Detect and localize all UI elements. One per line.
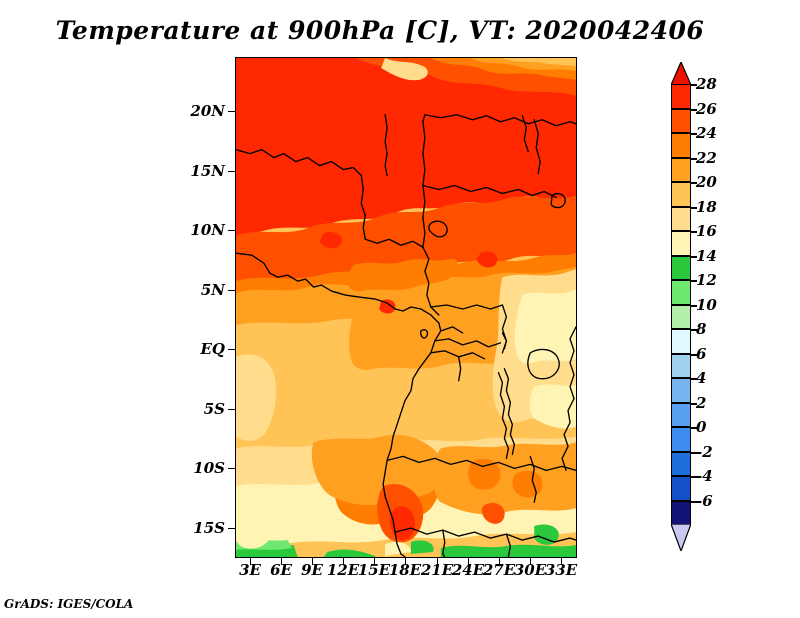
x-axis-label-18e: 18E xyxy=(388,561,422,579)
colorbar-band xyxy=(671,84,691,109)
x-axis-label-6e: 6E xyxy=(270,561,292,579)
colorbar-tick xyxy=(691,427,697,429)
x-tick xyxy=(343,558,344,565)
x-tick xyxy=(530,558,531,565)
colorbar-tick xyxy=(691,353,697,356)
x-axis-label-27e: 27E xyxy=(482,561,516,579)
colorbar xyxy=(671,84,691,525)
y-tick xyxy=(228,528,235,529)
colorbar-band xyxy=(671,378,691,403)
colorbar-tick-label: 10 xyxy=(696,295,717,314)
colorbar-band xyxy=(671,133,691,158)
x-axis-label-30e: 30E xyxy=(513,561,547,579)
colorbar-tick-label: 4 xyxy=(696,369,707,387)
colorbar-band xyxy=(671,451,691,476)
y-tick xyxy=(228,409,235,410)
colorbar-tick-label: 14 xyxy=(696,246,717,265)
colorbar-tick xyxy=(691,108,697,111)
colorbar-tick xyxy=(691,402,697,405)
colorbar-over-arrow xyxy=(671,62,691,85)
x-tick xyxy=(281,558,282,565)
colorbar-tick-label: 2 xyxy=(696,393,707,412)
x-axis-label-12e: 12E xyxy=(326,561,360,579)
colorbar-tick-label: -4 xyxy=(696,467,713,485)
x-axis-label-3e: 3E xyxy=(239,561,261,579)
temperature-field-map xyxy=(236,58,576,557)
colorbar-tick xyxy=(691,182,697,184)
colorbar-tick xyxy=(691,231,697,233)
x-tick xyxy=(405,558,406,565)
colorbar-band xyxy=(671,206,691,231)
y-axis-label-10s: 10S xyxy=(193,459,225,477)
colorbar-tick-label: -6 xyxy=(696,491,713,510)
colorbar-tick-label: 28 xyxy=(696,75,717,93)
colorbar-band xyxy=(671,402,691,427)
y-axis-label-10n: 10N xyxy=(190,221,225,239)
colorbar-tick xyxy=(691,206,697,209)
x-axis-label-21e: 21E xyxy=(420,561,454,579)
x-tick xyxy=(312,558,313,565)
colorbar-tick xyxy=(691,157,697,160)
colorbar-tick xyxy=(691,133,697,135)
colorbar-tick-label: 26 xyxy=(696,99,717,118)
colorbar-tick xyxy=(691,84,697,86)
colorbar-tick xyxy=(691,500,697,503)
colorbar-tick xyxy=(691,378,697,380)
y-axis-label-15s: 15S xyxy=(193,519,225,537)
x-tick xyxy=(374,558,375,565)
x-tick xyxy=(468,558,469,565)
colorbar-tick-label: 22 xyxy=(696,148,717,167)
colorbar-band xyxy=(671,182,691,207)
colorbar-tick-label: 6 xyxy=(696,344,707,363)
y-axis-label-5n: 5N xyxy=(200,281,225,299)
x-axis-label-24e: 24E xyxy=(451,561,485,579)
y-axis-label-eq: EQ xyxy=(200,340,226,358)
x-axis-label-9e: 9E xyxy=(301,561,323,579)
colorbar-band xyxy=(671,255,691,280)
map-plot-area xyxy=(235,57,577,558)
colorbar-band xyxy=(671,500,691,525)
y-tick xyxy=(228,171,235,172)
colorbar-band xyxy=(671,304,691,329)
colorbar-band xyxy=(671,231,691,256)
colorbar-tick-label: -2 xyxy=(696,442,713,461)
colorbar-tick xyxy=(691,280,697,282)
colorbar-tick-label: 24 xyxy=(696,124,717,142)
colorbar-under-arrow xyxy=(671,524,691,551)
x-tick xyxy=(437,558,438,565)
x-axis-label-15e: 15E xyxy=(357,561,391,579)
colorbar-tick xyxy=(691,329,697,331)
colorbar-band xyxy=(671,476,691,501)
colorbar-tick xyxy=(691,476,697,478)
y-axis-label-15n: 15N xyxy=(190,162,225,180)
colorbar-band xyxy=(671,353,691,378)
colorbar-tick-label: 0 xyxy=(696,418,707,436)
y-tick xyxy=(228,290,235,291)
colorbar-tick-label: 20 xyxy=(696,173,717,191)
colorbar-tick-label: 16 xyxy=(696,222,717,240)
grads-attribution: GrADS: IGES/COLA xyxy=(4,597,134,611)
x-tick xyxy=(499,558,500,565)
colorbar-band xyxy=(671,280,691,305)
y-axis-label-5s: 5S xyxy=(203,400,225,418)
colorbar-band xyxy=(671,108,691,133)
colorbar-tick xyxy=(691,255,697,258)
colorbar-band xyxy=(671,329,691,354)
x-axis-label-33e: 33E xyxy=(544,561,578,579)
x-tick xyxy=(250,558,251,565)
colorbar-tick-label: 8 xyxy=(696,320,707,338)
y-tick xyxy=(228,111,235,112)
y-tick xyxy=(228,349,235,350)
y-tick xyxy=(228,468,235,469)
colorbar-tick xyxy=(691,451,697,454)
page-title: Temperature at 900hPa [C], VT: 202004240… xyxy=(55,16,705,45)
colorbar-tick xyxy=(691,304,697,307)
colorbar-tick-label: 18 xyxy=(696,197,717,216)
y-axis-label-20n: 20N xyxy=(190,102,225,120)
colorbar-band xyxy=(671,157,691,182)
y-tick xyxy=(228,230,235,231)
x-tick xyxy=(561,558,562,565)
colorbar-band xyxy=(671,427,691,452)
colorbar-tick-label: 12 xyxy=(696,271,717,289)
